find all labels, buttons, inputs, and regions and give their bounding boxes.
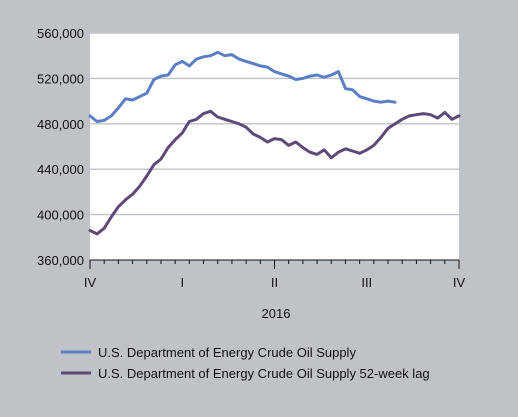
y-tick-label: 520,000 xyxy=(37,71,84,86)
legend-label-1: U.S. Department of Energy Crude Oil Supp… xyxy=(98,345,356,360)
y-axis-tick-labels: 360,000 400,000 440,000 480,000 520,000 560,0… xyxy=(37,26,84,268)
x-axis: IV I II III IV xyxy=(84,259,466,290)
y-tick-label: 560,000 xyxy=(37,26,84,41)
x-tick-label: I xyxy=(180,275,184,290)
x-tick-label: IV xyxy=(84,275,97,290)
series-line-1 xyxy=(88,50,397,123)
x-axis-title: 2016 xyxy=(262,306,291,321)
x-tick-label: II xyxy=(271,275,278,290)
y-tick-label: 480,000 xyxy=(37,117,84,132)
y-tick-label: 400,000 xyxy=(37,208,84,223)
legend: U.S. Department of Energy Crude Oil Supp… xyxy=(61,345,430,381)
plot-area xyxy=(90,33,459,260)
plot-background xyxy=(90,33,459,260)
y-tick-label: 440,000 xyxy=(37,162,84,177)
y-tick-label: 360,000 xyxy=(37,253,84,268)
series-lines xyxy=(88,50,461,236)
x-tick-label: III xyxy=(361,275,372,290)
x-tick-label: IV xyxy=(453,275,466,290)
legend-label-2: U.S. Department of Energy Crude Oil Supp… xyxy=(98,366,430,381)
series-line-2 xyxy=(88,109,461,236)
